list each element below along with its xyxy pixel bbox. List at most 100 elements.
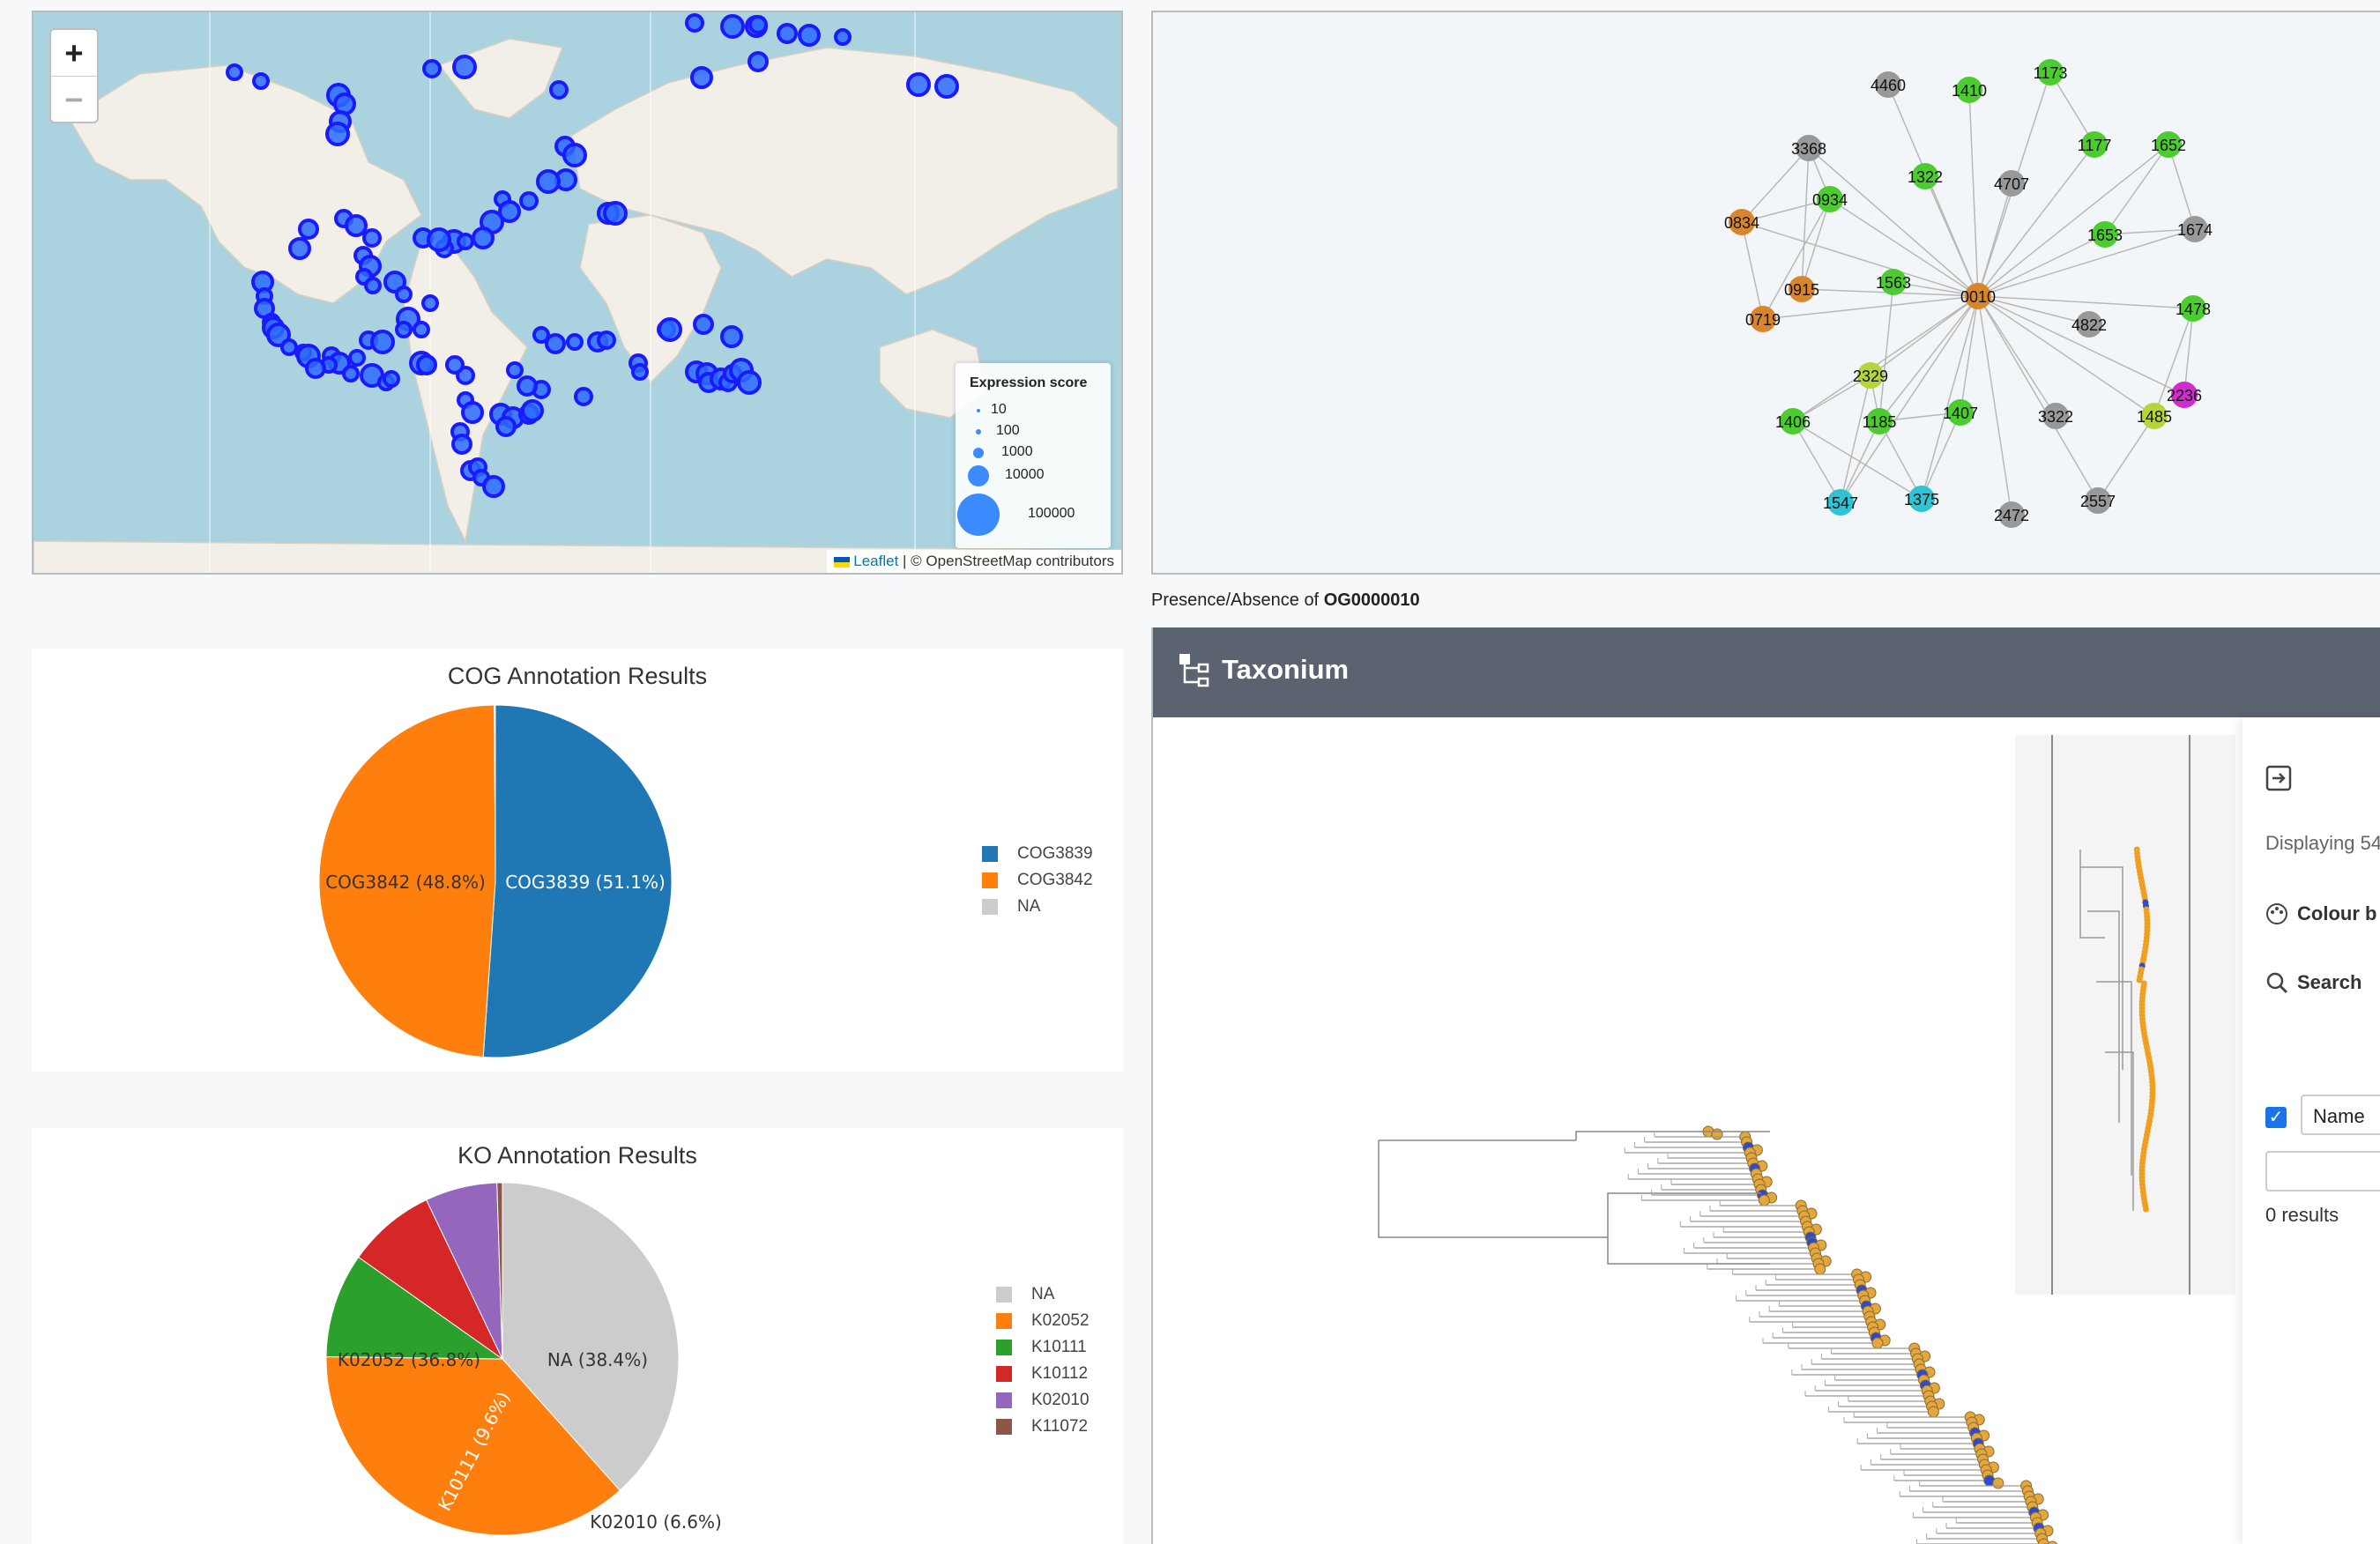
- network-node[interactable]: [1729, 209, 1755, 235]
- network-node[interactable]: [1965, 283, 1991, 309]
- expression-marker[interactable]: [574, 387, 593, 406]
- network-node[interactable]: [1866, 408, 1893, 434]
- network-node[interactable]: [1750, 306, 1776, 332]
- tree-leaf-node[interactable]: [1871, 1337, 1884, 1349]
- expression-marker[interactable]: [631, 363, 649, 381]
- tree-leaf-node[interactable]: [1814, 1263, 1826, 1275]
- expression-marker[interactable]: [252, 72, 270, 90]
- pie-slice[interactable]: [358, 1199, 504, 1361]
- network-node[interactable]: [1998, 501, 2025, 528]
- network-node[interactable]: [1875, 71, 1901, 98]
- network-node[interactable]: [2180, 295, 2206, 322]
- expression-marker[interactable]: [549, 80, 569, 100]
- legend-entry[interactable]: K02052: [996, 1308, 1090, 1334]
- zoom-in-button[interactable]: +: [51, 30, 97, 77]
- expression-marker[interactable]: [498, 200, 521, 223]
- network-node[interactable]: [1817, 186, 1843, 212]
- expression-marker[interactable]: [395, 286, 413, 303]
- expression-marker[interactable]: [747, 51, 769, 72]
- expression-marker[interactable]: [934, 74, 959, 99]
- expression-marker[interactable]: [693, 314, 714, 335]
- legend-entry[interactable]: K11072: [996, 1414, 1090, 1440]
- phylogenetic-tree[interactable]: [1153, 717, 2242, 1544]
- network-node[interactable]: [2092, 221, 2118, 248]
- tree-leaf-node[interactable]: [1758, 1194, 1770, 1206]
- network-node[interactable]: [1827, 489, 1854, 516]
- network-node[interactable]: [1908, 486, 1935, 512]
- network-node[interactable]: [1880, 269, 1907, 295]
- expression-marker[interactable]: [288, 237, 311, 260]
- expression-marker[interactable]: [566, 333, 584, 351]
- expression-marker[interactable]: [421, 294, 439, 312]
- expression-marker[interactable]: [685, 13, 704, 33]
- expression-marker[interactable]: [452, 55, 477, 79]
- network-node[interactable]: [2155, 131, 2182, 158]
- network-node[interactable]: [1789, 276, 1815, 302]
- expression-marker[interactable]: [370, 330, 395, 354]
- expression-marker[interactable]: [906, 72, 931, 97]
- expression-marker[interactable]: [364, 277, 382, 294]
- colour-by-label[interactable]: Colour b: [2297, 902, 2377, 924]
- expression-marker[interactable]: [519, 191, 539, 211]
- pie-slice[interactable]: [325, 1256, 504, 1360]
- pie-slice[interactable]: [318, 704, 496, 1058]
- expression-marker[interactable]: [532, 326, 550, 344]
- expression-marker[interactable]: [834, 28, 852, 46]
- tree-leaf-node[interactable]: [1992, 1477, 2004, 1489]
- network-node[interactable]: [2182, 216, 2208, 242]
- legend-entry[interactable]: NA: [996, 1281, 1090, 1308]
- network-node[interactable]: [1780, 408, 1806, 434]
- expression-marker[interactable]: [798, 24, 821, 47]
- network-node[interactable]: [1947, 399, 1974, 426]
- tree-leaf-node[interactable]: [1711, 1128, 1723, 1140]
- legend-entry[interactable]: COG3839: [982, 841, 1093, 867]
- legend-entry[interactable]: K02010: [996, 1387, 1090, 1414]
- expression-marker[interactable]: [562, 143, 587, 167]
- orthogroup-network[interactable]: 4460 1410 1173 3368 1322 1177 1652 4707 0934 0834…: [1153, 12, 2380, 575]
- map-panel[interactable]: + − Expression score 10 100 1000 10000 10000…: [32, 11, 1123, 575]
- expression-marker[interactable]: [748, 15, 768, 34]
- expression-marker[interactable]: [597, 330, 616, 350]
- expression-marker[interactable]: [521, 399, 544, 422]
- expression-marker[interactable]: [305, 358, 326, 379]
- pie-slice[interactable]: [496, 1182, 503, 1360]
- zoom-out-button[interactable]: −: [64, 82, 84, 117]
- expression-marker[interactable]: [603, 201, 628, 226]
- search-input[interactable]: [2265, 1151, 2380, 1191]
- expression-marker[interactable]: [416, 354, 437, 375]
- search-enabled-checkbox[interactable]: ✓: [2265, 1107, 2287, 1128]
- network-node[interactable]: [1998, 170, 2025, 197]
- network-node[interactable]: [2141, 403, 2168, 429]
- expression-marker[interactable]: [737, 370, 762, 395]
- leaflet-link[interactable]: Leaflet: [853, 553, 899, 569]
- legend-entry[interactable]: NA: [982, 894, 1093, 920]
- expression-marker[interactable]: [298, 219, 319, 240]
- tree-leaf-node[interactable]: [2037, 1538, 2049, 1544]
- pie-slice[interactable]: [325, 1355, 621, 1536]
- ko-pie-chart[interactable]: NA (38.4%)K02052 (36.8%)K10111 (9.6%)K02…: [32, 1128, 1123, 1544]
- expression-marker[interactable]: [777, 23, 798, 44]
- expression-marker[interactable]: [362, 228, 382, 248]
- expression-marker[interactable]: [280, 338, 298, 356]
- network-node[interactable]: [2037, 59, 2064, 85]
- expression-marker[interactable]: [226, 63, 243, 81]
- expression-marker[interactable]: [413, 321, 430, 338]
- expression-marker[interactable]: [451, 434, 472, 455]
- expression-marker[interactable]: [342, 365, 360, 382]
- legend-entry[interactable]: COG3842: [982, 867, 1093, 894]
- expression-marker[interactable]: [422, 59, 442, 78]
- network-node[interactable]: [2076, 311, 2102, 338]
- expression-marker[interactable]: [445, 355, 465, 375]
- legend-entry[interactable]: K10112: [996, 1361, 1090, 1387]
- network-node[interactable]: [1912, 163, 1938, 189]
- network-node[interactable]: [1796, 135, 1822, 161]
- expression-marker[interactable]: [345, 214, 368, 237]
- expression-marker[interactable]: [545, 333, 566, 354]
- expression-marker[interactable]: [457, 233, 474, 250]
- expression-marker[interactable]: [658, 317, 682, 342]
- expression-marker[interactable]: [536, 169, 561, 194]
- network-node[interactable]: [1857, 362, 1884, 389]
- expression-marker[interactable]: [348, 349, 366, 367]
- network-panel[interactable]: 4460 1410 1173 3368 1322 1177 1652 4707 0934 0834…: [1151, 11, 2380, 575]
- expression-marker[interactable]: [325, 122, 350, 146]
